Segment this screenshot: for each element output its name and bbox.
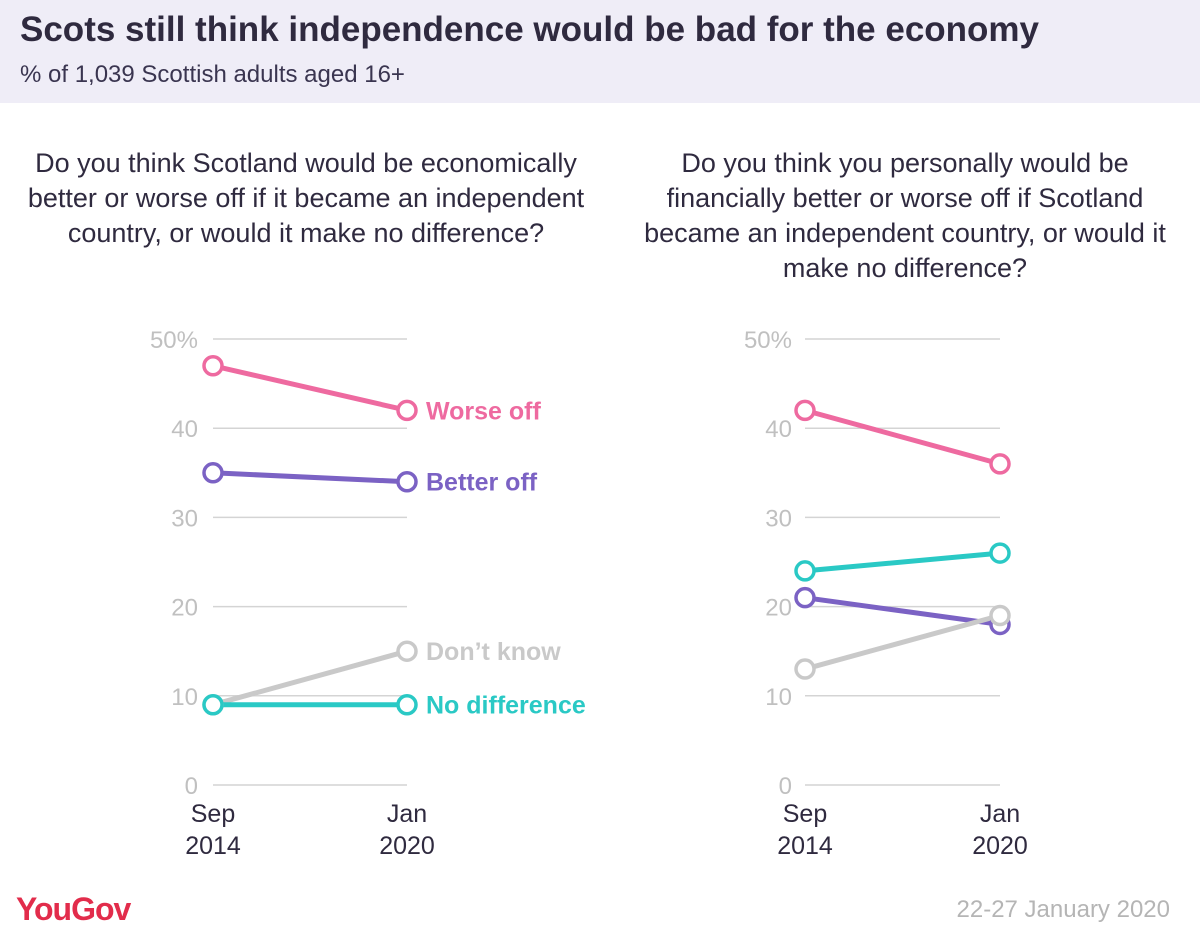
y-tick-label: 50%: [150, 327, 198, 354]
data-point-no-difference: [794, 560, 816, 582]
y-tick-label: 50%: [744, 327, 792, 354]
x-tick-label: 2020: [972, 832, 1028, 860]
data-point-worse-off: [396, 399, 418, 422]
data-point-worse-off: [989, 453, 1011, 475]
x-tick-label: 2014: [185, 832, 241, 860]
left-chart-question: Do you think Scotland would be economica…: [27, 148, 585, 248]
data-point-dont-know: [396, 640, 418, 662]
series-label-dont-know: Don’t know: [426, 638, 561, 666]
series-label-better-off: Better off: [426, 469, 538, 497]
page-subtitle: % of 1,039 Scottish adults aged 16+: [20, 61, 405, 88]
data-point-better-off: [202, 462, 224, 484]
series-line-better-off: [210, 470, 410, 485]
x-tick-label: Sep: [191, 800, 235, 828]
series-line-worse-off: [802, 407, 1003, 467]
data-point-better-off: [794, 586, 816, 609]
x-tick-label: Jan: [387, 800, 427, 828]
series-line-no-difference: [802, 550, 1003, 574]
y-tick-label: 40: [171, 416, 198, 443]
header-banner: Scots still think independence would be …: [0, 0, 1200, 103]
right-chart-question: Do you think you personally would be fin…: [644, 148, 1166, 283]
data-point-worse-off: [794, 399, 816, 422]
data-point-dont-know: [989, 604, 1011, 627]
series-label-no-difference: No difference: [426, 692, 586, 720]
survey-date: 22-27 January 2020: [956, 896, 1171, 923]
data-point-no-difference: [989, 542, 1011, 564]
data-point-no-difference: [202, 693, 224, 716]
series-line-better-off: [802, 595, 1003, 627]
y-tick-label: 40: [765, 416, 792, 443]
y-tick-label: 30: [171, 505, 198, 532]
series-line-worse-off: [210, 363, 410, 413]
page-title: Scots still think independence would be …: [20, 10, 1040, 49]
data-point-worse-off: [202, 355, 224, 377]
x-tick-label: Sep: [783, 800, 827, 828]
yougov-logo: YouGov: [16, 891, 131, 927]
data-point-no-difference: [396, 693, 418, 716]
data-point-better-off: [396, 470, 418, 493]
y-tick-label: 10: [171, 684, 198, 711]
y-tick-label: 20: [765, 595, 792, 622]
y-tick-label: 0: [185, 773, 198, 800]
series-line-dont-know: [802, 613, 1003, 672]
y-tick-label: 0: [779, 773, 792, 800]
x-tick-label: 2014: [777, 832, 833, 860]
y-tick-label: 20: [171, 595, 198, 622]
x-tick-label: Jan: [980, 800, 1020, 828]
series-line-dont-know: [210, 648, 410, 708]
series-label-worse-off: Worse off: [426, 397, 541, 425]
data-point-dont-know: [794, 658, 816, 680]
y-tick-label: 10: [765, 684, 792, 711]
x-tick-label: 2020: [379, 832, 435, 860]
y-tick-label: 30: [765, 505, 792, 532]
